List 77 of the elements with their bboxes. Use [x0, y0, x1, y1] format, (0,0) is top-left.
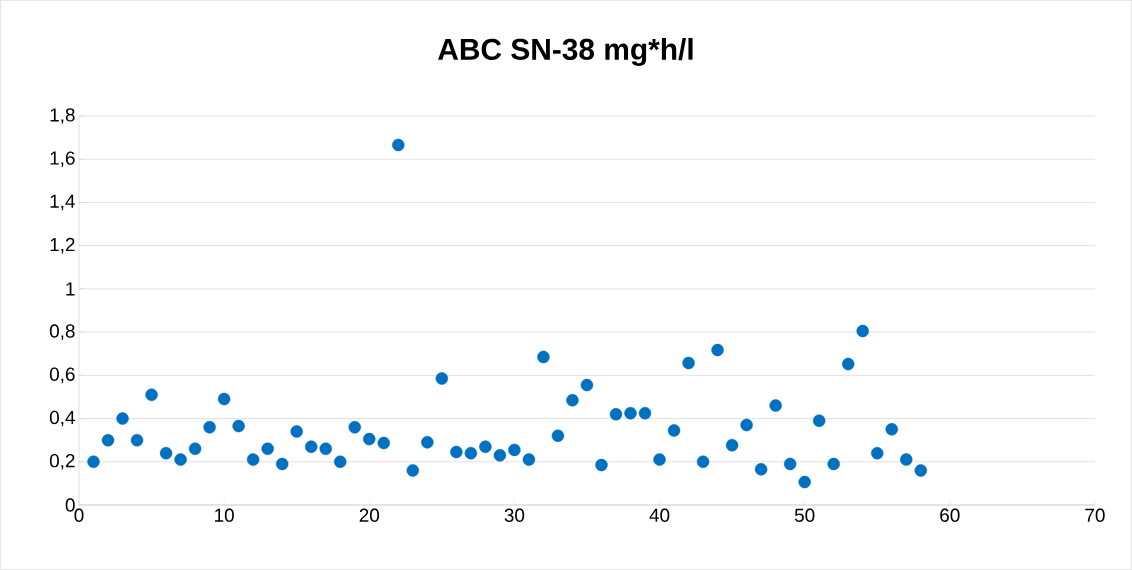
point: [827, 457, 840, 471]
point: [275, 457, 289, 471]
x-tick-label: 40: [649, 508, 670, 522]
point: [725, 438, 739, 452]
x-tick-label: 30: [504, 508, 525, 522]
point: [856, 324, 869, 338]
point: [842, 357, 855, 371]
point: [261, 442, 274, 456]
y-tick-label: 1: [66, 282, 75, 296]
point: [638, 406, 652, 420]
point: [232, 419, 245, 433]
point: [217, 392, 231, 406]
point: [551, 429, 565, 443]
point: [116, 412, 129, 425]
point: [435, 372, 449, 385]
point: [754, 463, 768, 476]
point: [101, 433, 115, 447]
point: [145, 388, 158, 401]
point: [319, 442, 332, 456]
point: [653, 453, 666, 466]
y-tick-label: 0,8: [49, 324, 75, 340]
point: [537, 350, 550, 364]
point: [334, 455, 347, 468]
y-tick-label: 1,6: [50, 151, 75, 168]
point: [711, 343, 724, 357]
y-tick-label: 1,2: [50, 237, 75, 254]
point: [493, 449, 507, 462]
point: [203, 421, 216, 434]
y-tick-label: 1,4: [50, 194, 75, 211]
x-tick-label: 50: [794, 508, 815, 522]
y-tick-label: 0,4: [49, 410, 75, 427]
x-tick-label: 70: [1085, 508, 1105, 522]
point: [392, 138, 405, 152]
x-tick-label: 20: [359, 508, 380, 522]
x-tick-label: 10: [215, 508, 234, 522]
y-tick-label: 1,8: [50, 108, 75, 124]
point: [130, 433, 144, 447]
point: [290, 425, 303, 438]
point: [769, 399, 782, 412]
point: [508, 443, 521, 457]
point: [624, 406, 637, 420]
point: [305, 440, 318, 453]
point: [87, 455, 100, 468]
point: [682, 356, 695, 370]
point: [609, 408, 623, 421]
point: [450, 445, 463, 459]
point: [363, 432, 376, 446]
point: [159, 446, 173, 460]
point: [595, 458, 608, 472]
point: [479, 440, 492, 453]
x-tick-label: 0: [74, 508, 84, 522]
point: [667, 424, 681, 437]
point: [406, 464, 419, 477]
point: [812, 414, 826, 427]
point: [914, 464, 927, 477]
y-tick-label: 0: [65, 498, 75, 512]
chart-title: ABC SN-38 mg*h/l: [438, 38, 693, 66]
point: [566, 393, 579, 407]
point: [798, 475, 811, 489]
point: [900, 453, 913, 466]
point: [522, 453, 536, 466]
point: [174, 453, 187, 466]
point: [246, 453, 260, 466]
point: [348, 421, 361, 434]
y-tick-label: 0,2: [49, 453, 75, 470]
y-tick-label: 0,6: [49, 367, 75, 384]
point: [580, 378, 594, 392]
point: [885, 423, 898, 436]
point: [696, 455, 710, 468]
point: [421, 436, 434, 449]
point: [783, 457, 797, 471]
point: [464, 446, 478, 460]
x-tick-label: 60: [940, 508, 960, 522]
point: [871, 446, 884, 460]
point: [377, 436, 390, 450]
point: [188, 442, 202, 456]
point: [740, 418, 753, 432]
